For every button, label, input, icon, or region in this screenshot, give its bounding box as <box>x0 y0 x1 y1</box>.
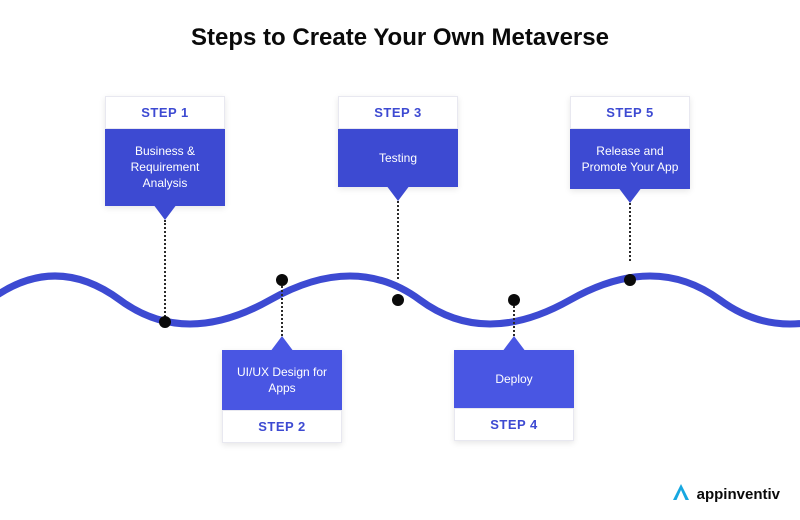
dotted-connector <box>281 281 283 336</box>
step-card-2: STEP 2UI/UX Design for Apps <box>222 350 342 443</box>
card-pointer-icon <box>153 204 177 220</box>
wave-dot <box>508 294 520 306</box>
wave-dot <box>392 294 404 306</box>
step-card-5: STEP 5Release and Promote Your App <box>570 96 690 189</box>
step-card-3: STEP 3Testing <box>338 96 458 187</box>
dotted-connector <box>164 220 166 320</box>
brand-text: appinventiv <box>697 486 780 503</box>
step-card-4: STEP 4Deploy <box>454 350 574 441</box>
wave-dot <box>624 274 636 286</box>
wave-dot <box>276 274 288 286</box>
dotted-connector <box>513 302 515 336</box>
brand-a-icon <box>671 482 691 506</box>
page-title: Steps to Create Your Own Metaverse <box>0 0 800 52</box>
step-card-1: STEP 1Business & Requirement Analysis <box>105 96 225 206</box>
wave-dot <box>159 316 171 328</box>
card-pointer-icon <box>386 185 410 201</box>
step-header: STEP 3 <box>338 96 458 129</box>
step-body: UI/UX Design for Apps <box>222 350 342 410</box>
step-body: Testing <box>338 129 458 187</box>
dotted-connector <box>629 203 631 261</box>
card-pointer-icon <box>270 336 294 352</box>
brand-logo: appinventiv <box>671 482 780 506</box>
card-pointer-icon <box>502 336 526 352</box>
steps-diagram: STEP 1Business & Requirement AnalysisSTE… <box>0 88 800 468</box>
card-pointer-icon <box>618 187 642 203</box>
step-header: STEP 5 <box>570 96 690 129</box>
step-body: Deploy <box>454 350 574 408</box>
step-body: Business & Requirement Analysis <box>105 129 225 206</box>
step-header: STEP 1 <box>105 96 225 129</box>
step-body: Release and Promote Your App <box>570 129 690 189</box>
step-header: STEP 2 <box>222 410 342 443</box>
dotted-connector <box>397 201 399 279</box>
step-header: STEP 4 <box>454 408 574 441</box>
